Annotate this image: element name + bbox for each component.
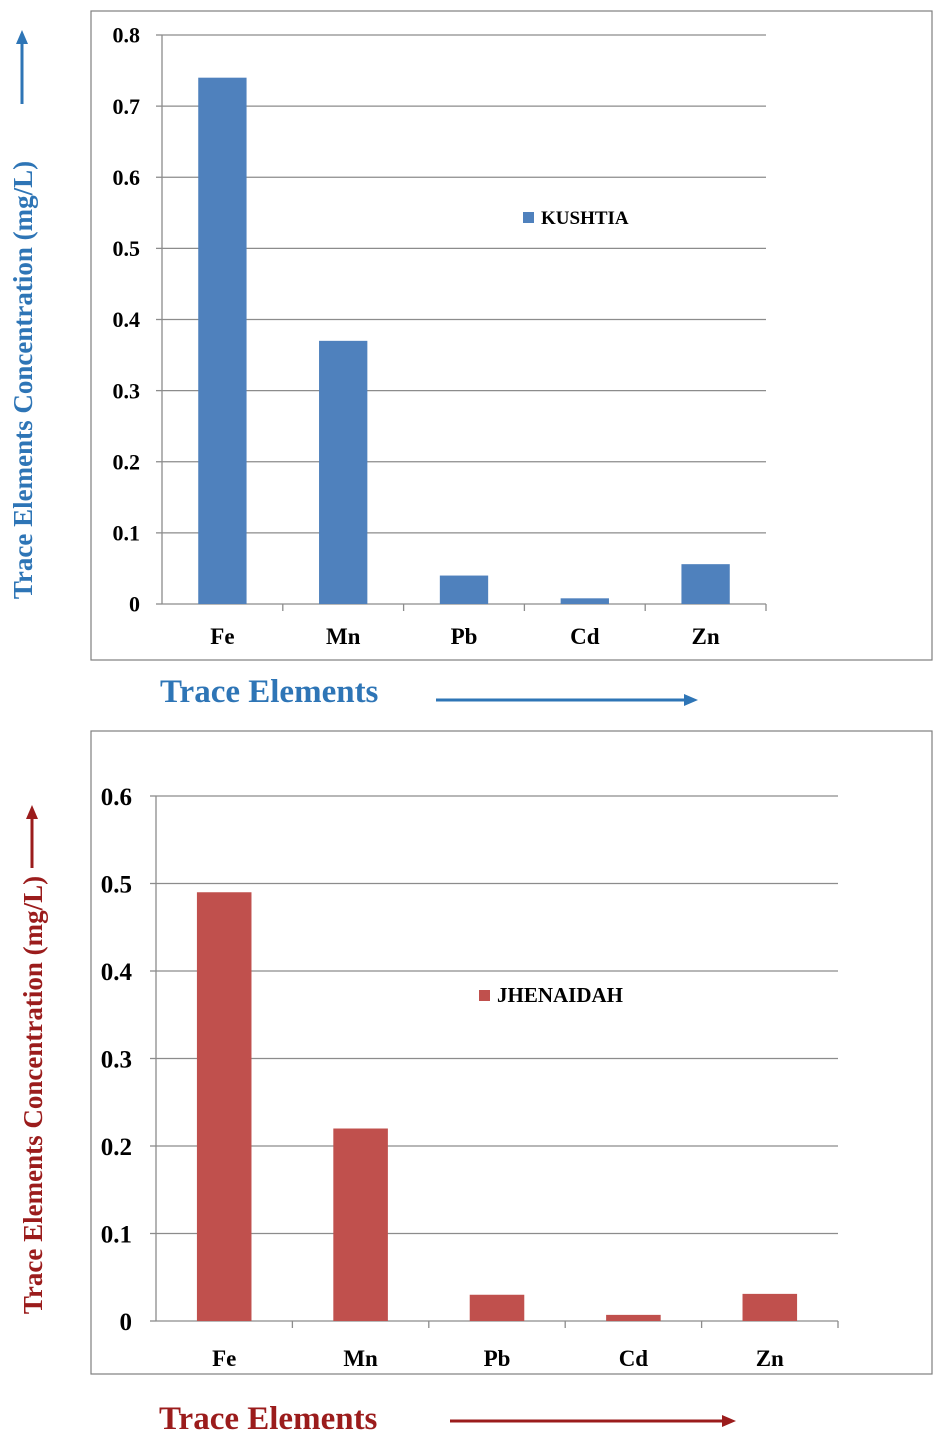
y-tick-label: 0.1 <box>101 1221 132 1248</box>
legend-swatch <box>479 990 490 1001</box>
y-axis-arrow-head <box>26 805 38 819</box>
bar-cd <box>560 598 609 604</box>
y-tick-label: 0.2 <box>113 449 141 474</box>
x-tick-label: Fe <box>210 624 234 649</box>
y-tick-label: 0.5 <box>113 236 141 261</box>
y-tick-label: 0.8 <box>113 23 141 48</box>
x-tick-label: Zn <box>756 1346 784 1371</box>
x-tick-label: Zn <box>692 624 720 649</box>
x-tick-label: Cd <box>570 624 600 649</box>
y-axis-title: Trace Elements Concentration (mg/L) <box>8 161 38 599</box>
bar-fe <box>196 892 252 1321</box>
y-tick-label: 0 <box>120 1309 133 1336</box>
y-tick-label: 0 <box>129 592 140 617</box>
y-tick-label: 0.6 <box>113 165 141 190</box>
y-tick-label: 0.6 <box>101 784 132 811</box>
legend-label: JHENAIDAH <box>497 983 623 1007</box>
y-tick-label: 0.4 <box>101 959 133 986</box>
y-tick-label: 0.2 <box>101 1134 132 1161</box>
legend-label: KUSHTIA <box>541 208 629 229</box>
chart-frame <box>90 730 933 1375</box>
legend-swatch <box>523 212 534 223</box>
x-axis-title: Trace Elements <box>160 674 379 710</box>
bar-zn <box>681 564 730 604</box>
y-tick-label: 0.4 <box>113 307 141 332</box>
y-tick-label: 0.3 <box>113 378 141 403</box>
chart-2: 0 0.1 0.2 0.3 0.4 0.5 0.6 Fe Mn Pb Cd Zn JHENAIDAH Tr… <box>18 730 933 1433</box>
y-tick-label: 0.3 <box>101 1046 132 1073</box>
x-tick-label: Mn <box>326 624 361 649</box>
x-tick-label: Mn <box>343 1346 378 1371</box>
y-tick-label: 0.1 <box>113 521 141 546</box>
bar-pb <box>439 575 489 604</box>
y-tick-label: 0.7 <box>113 94 141 119</box>
legend: KUSHTIA <box>523 208 629 229</box>
bar-pb <box>469 1294 525 1321</box>
y-axis-title: Trace Elements Concentration (mg/L) <box>18 876 48 1314</box>
x-axis-arrow-head <box>722 1415 736 1427</box>
legend: JHENAIDAH <box>479 983 623 1007</box>
bar-fe <box>198 77 247 605</box>
chart-1: 0 0.1 0.2 0.3 0.4 0.5 0.6 0.7 0.8 Fe Mn Pb Cd Zn KUSHT… <box>8 10 933 710</box>
y-axis-arrow-head <box>16 30 28 44</box>
x-tick-label: Cd <box>619 1346 649 1371</box>
bar-mn <box>333 1128 388 1321</box>
y-tick-label: 0.5 <box>101 871 132 898</box>
x-axis-arrow-head <box>684 694 698 706</box>
x-tick-label: Pb <box>484 1346 511 1371</box>
bar-mn <box>319 340 368 604</box>
chart-frame <box>90 10 933 661</box>
bar-cd <box>606 1314 661 1321</box>
x-tick-label: Fe <box>212 1346 236 1371</box>
bar-zn <box>742 1293 798 1321</box>
x-tick-label: Pb <box>451 624 478 649</box>
x-axis-title: Trace Elements <box>159 1401 378 1433</box>
